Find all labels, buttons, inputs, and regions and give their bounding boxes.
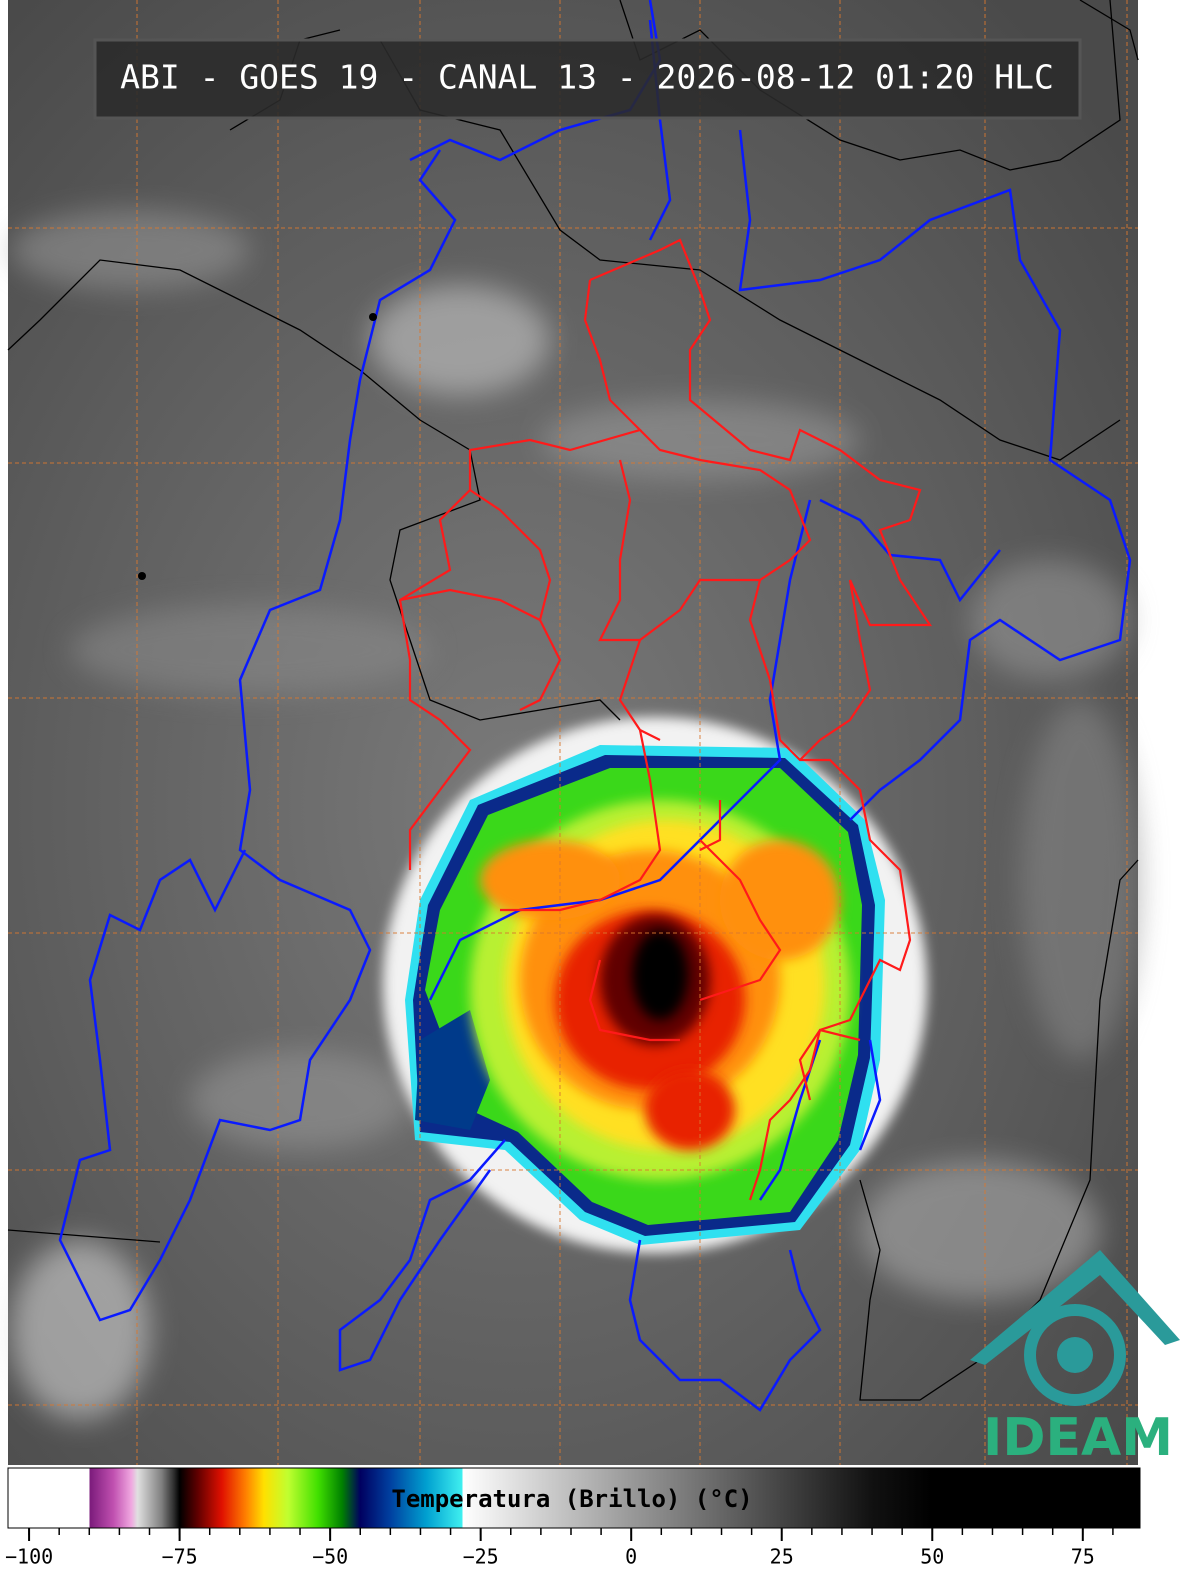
colorbar: Temperatura (Brillo) (°C) −100 −75 −50 −25 0… [5, 1467, 1141, 1569]
logo-roof [970, 1250, 1180, 1365]
city-marker [138, 572, 146, 580]
colorbar-label: Temperatura (Brillo) (°C) [391, 1485, 752, 1513]
logo: IDEAM [970, 1250, 1180, 1468]
map-area [7, 0, 1140, 1465]
title: ABI - GOES 19 - CANAL 13 - 2026-08-12 01… [120, 58, 1054, 97]
tick-label: −100 [5, 1545, 53, 1569]
tick-label: 0 [625, 1545, 637, 1569]
tick-label: 50 [920, 1545, 944, 1569]
logo-swirl [1024, 1304, 1126, 1406]
tick-label: 75 [1071, 1545, 1095, 1569]
title-box [93, 38, 1082, 120]
tick-label: −25 [463, 1545, 499, 1569]
lat-lon-grid [8, 0, 1138, 1465]
convective-storm [383, 717, 927, 1253]
tick-label: −50 [312, 1545, 348, 1569]
logo-eye [1057, 1337, 1093, 1373]
tick-label: −75 [162, 1545, 198, 1569]
tick-label: 25 [770, 1545, 794, 1569]
city-marker [369, 313, 377, 321]
municipal-boundaries [398, 238, 933, 1201]
logo-text: IDEAM [983, 1408, 1173, 1468]
colorbar-gradient [7, 1467, 1141, 1529]
